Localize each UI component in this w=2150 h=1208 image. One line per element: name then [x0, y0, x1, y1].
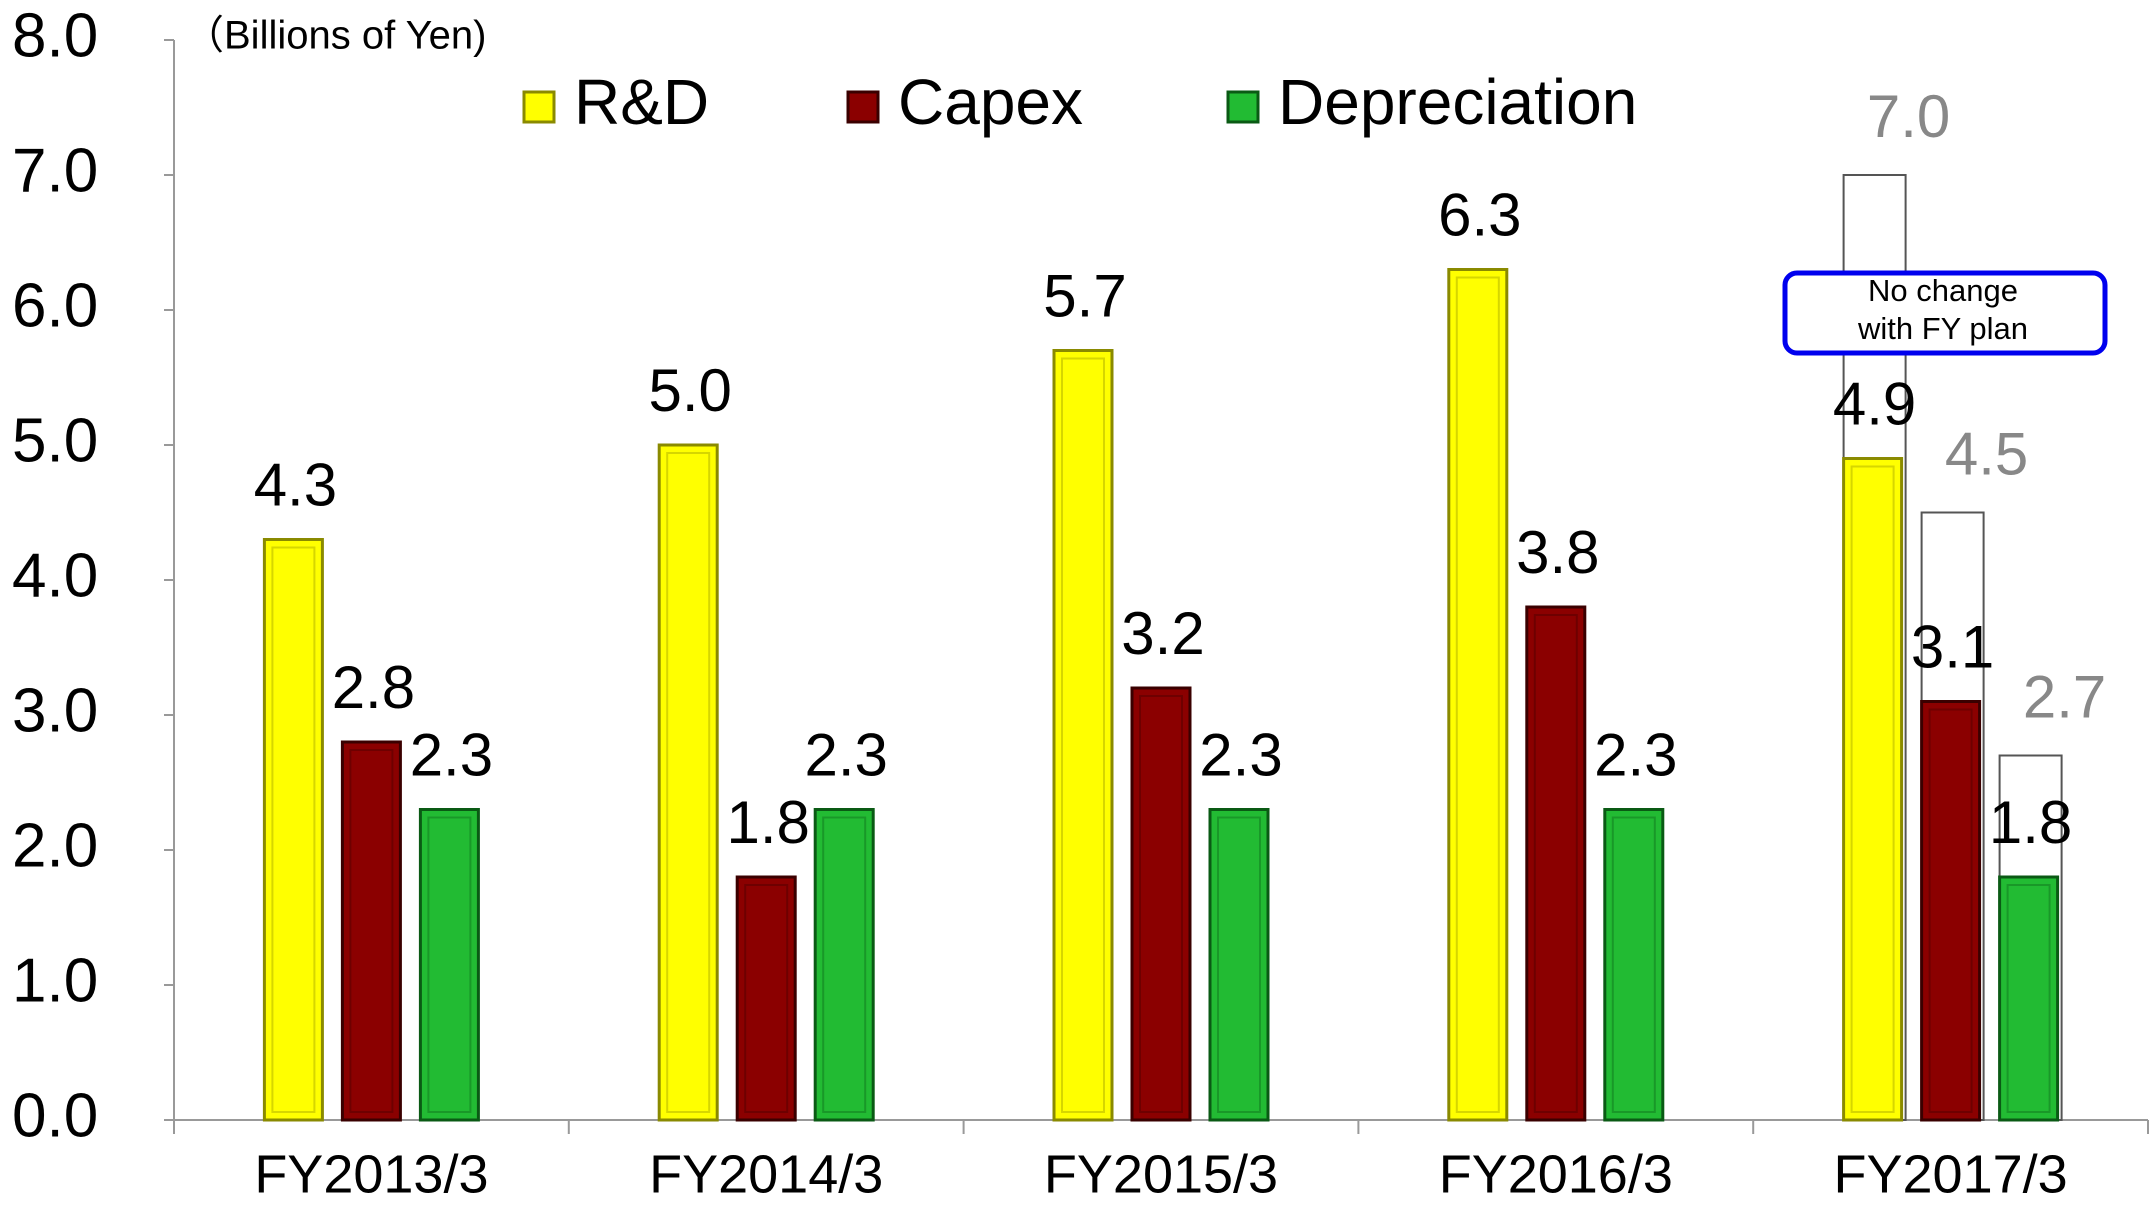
bar-highlight — [744, 884, 789, 1113]
bar-highlight — [2006, 884, 2051, 1113]
bar-highlight — [1928, 708, 1973, 1113]
x-tick-label: FY2013/3 — [254, 1144, 488, 1204]
bar-highlight — [1139, 695, 1183, 1113]
x-tick-label: FY2016/3 — [1439, 1144, 1673, 1204]
value-label: 4.3 — [254, 451, 337, 518]
y-tick-label: 0.0 — [12, 1081, 98, 1150]
y-tick-label: 1.0 — [12, 946, 98, 1015]
bar-highlight — [427, 816, 472, 1113]
bar — [340, 740, 402, 1122]
value-label: 5.0 — [648, 357, 731, 424]
bar-highlight — [271, 546, 316, 1113]
bar — [1052, 349, 1114, 1122]
bar-highlight — [1217, 816, 1261, 1113]
bar — [1447, 268, 1509, 1122]
value-label: 1.8 — [1989, 789, 2072, 856]
value-label: 2.3 — [1199, 721, 1282, 788]
y-tick-label: 8.0 — [12, 1, 98, 70]
legend-label: Capex — [898, 66, 1083, 138]
value-label: 3.1 — [1911, 613, 1994, 680]
value-label: 2.3 — [410, 721, 493, 788]
bar — [657, 443, 719, 1122]
legend-label: Depreciation — [1278, 66, 1637, 138]
value-label: 3.2 — [1121, 600, 1204, 667]
value-label: 1.8 — [726, 789, 809, 856]
unit-label: （Billions of Yen) — [184, 14, 486, 58]
value-label: 5.7 — [1043, 262, 1126, 329]
bar — [1525, 605, 1587, 1122]
value-label: 3.8 — [1516, 519, 1599, 586]
y-tick-label: 2.0 — [12, 811, 98, 880]
bar-highlight — [1061, 357, 1105, 1113]
plan-value-label: 4.5 — [1945, 420, 2028, 487]
bar — [735, 875, 797, 1122]
bar — [1998, 875, 2060, 1122]
annotation-text: No change — [1868, 273, 2018, 308]
bar-highlight — [666, 452, 711, 1113]
bar-highlight — [822, 816, 867, 1113]
bar-highlight — [349, 749, 394, 1113]
value-label: 4.9 — [1833, 370, 1916, 437]
value-label: 2.8 — [332, 654, 415, 721]
annotation-box — [1782, 270, 2108, 356]
bar — [1130, 686, 1192, 1122]
y-tick-label: 5.0 — [12, 406, 98, 475]
legend-label: R&D — [574, 66, 709, 138]
bar-highlight — [1850, 465, 1895, 1113]
plan-value-label: 2.7 — [2023, 663, 2106, 730]
legend-swatch — [846, 90, 880, 124]
bar — [418, 808, 480, 1122]
y-tick-label: 3.0 — [12, 676, 98, 745]
bar — [1920, 700, 1982, 1122]
bar-highlight — [1533, 614, 1578, 1113]
legend-swatch — [1226, 90, 1260, 124]
bar — [813, 808, 875, 1122]
value-label: 2.3 — [1594, 721, 1677, 788]
legend-swatch — [522, 90, 556, 124]
x-tick-label: FY2014/3 — [649, 1144, 883, 1204]
bar-highlight — [1455, 276, 1500, 1113]
x-tick-label: FY2017/3 — [1834, 1144, 2068, 1204]
bar-highlight — [1611, 816, 1656, 1113]
y-tick-label: 4.0 — [12, 541, 98, 610]
bar — [262, 538, 324, 1122]
bar — [1842, 457, 1904, 1122]
y-tick-label: 6.0 — [12, 271, 98, 340]
annotation-text: with FY plan — [1857, 311, 2028, 346]
value-label: 2.3 — [804, 721, 887, 788]
bar — [1208, 808, 1270, 1122]
plan-value-label: 7.0 — [1867, 83, 1950, 150]
y-tick-label: 7.0 — [12, 136, 98, 205]
bar — [1603, 808, 1665, 1122]
x-tick-label: FY2015/3 — [1044, 1144, 1278, 1204]
value-label: 6.3 — [1438, 181, 1521, 248]
